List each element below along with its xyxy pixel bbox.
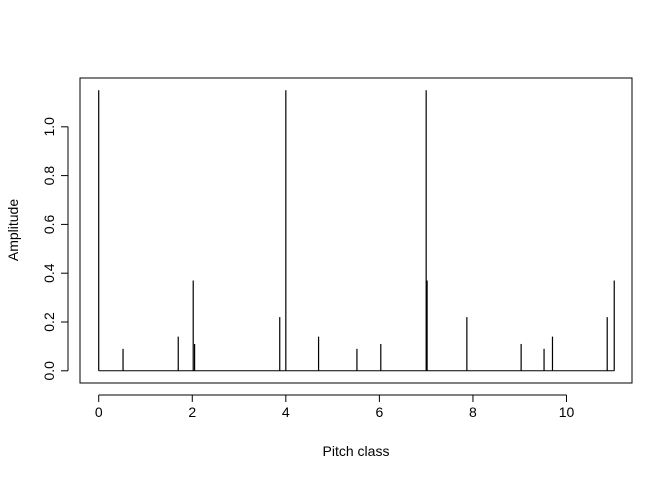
- x-tick-label: 2: [188, 404, 196, 420]
- y-tick-label: 0.0: [41, 361, 57, 381]
- y-axis: 0.0 0.2 0.4 0.6 0.8 1.0: [41, 117, 69, 381]
- x-axis: 0 2 4 6 8 10: [95, 394, 575, 420]
- y-tick-label: 0.2: [41, 312, 57, 332]
- y-tick-label: 0.6: [41, 214, 57, 234]
- y-tick-label: 0.8: [41, 166, 57, 186]
- x-tick-label: 6: [375, 404, 383, 420]
- x-axis-title: Pitch class: [323, 443, 390, 459]
- x-tick-label: 0: [95, 404, 103, 420]
- x-tick-label: 8: [469, 404, 477, 420]
- x-tick-label: 4: [282, 404, 290, 420]
- y-axis-title: Amplitude: [5, 199, 21, 261]
- x-tick-label: 10: [559, 404, 575, 420]
- spectrum-lines: [98, 90, 615, 371]
- y-tick-label: 0.4: [41, 263, 57, 283]
- y-tick-label: 1.0: [41, 117, 57, 137]
- plot-frame: [79, 77, 633, 384]
